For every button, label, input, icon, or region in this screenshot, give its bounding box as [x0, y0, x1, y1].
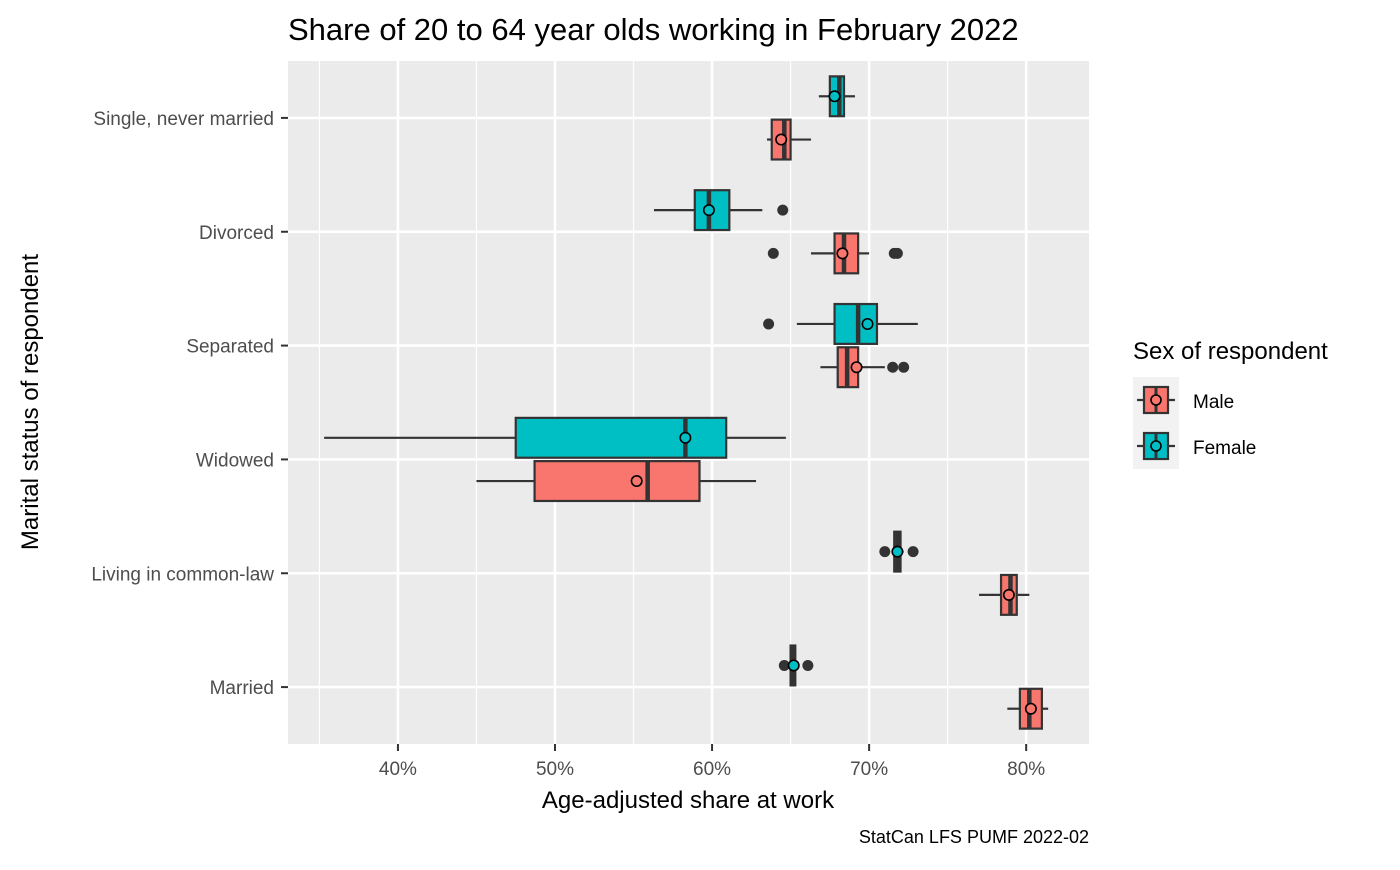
box-male-separated — [820, 346, 910, 389]
x-tick-label: 70% — [850, 759, 888, 780]
outlier-point — [891, 247, 903, 259]
mean-point — [787, 659, 800, 672]
y-axis-title: Marital status of respondent — [17, 254, 44, 550]
axis-layer: 40% 50% 60% 70% 80% Single, never married Divo… — [91, 109, 1045, 780]
box-male-widowed — [476, 460, 757, 503]
box-female-single-never-married — [818, 75, 855, 118]
outlier-point — [767, 247, 779, 259]
y-tick-label: Separated — [186, 337, 274, 358]
box-female-divorced — [653, 189, 789, 232]
outlier-point — [898, 361, 910, 373]
mean-point — [891, 545, 904, 558]
mean-point — [850, 361, 863, 374]
grid-lines — [288, 61, 1089, 744]
outlier-point — [887, 361, 899, 373]
outlier-point — [879, 546, 891, 558]
legend-key-mean — [1150, 440, 1162, 452]
box-female-married — [778, 644, 814, 687]
x-tick-label: 40% — [379, 759, 417, 780]
legend-key-mean — [1150, 394, 1162, 406]
mean-point — [775, 133, 788, 146]
box-male-living-in-common-law — [979, 573, 1030, 616]
outlier-point — [778, 659, 790, 671]
outlier-point — [777, 204, 789, 216]
y-tick-label: Divorced — [199, 223, 274, 244]
y-tick-label: Married — [210, 678, 274, 699]
mean-point — [1024, 702, 1037, 715]
mean-point — [828, 90, 841, 103]
legend-key-female — [1137, 431, 1175, 461]
legend-key-male — [1137, 385, 1175, 415]
y-tick-label: Widowed — [196, 450, 274, 471]
y-tick-label: Living in common-law — [91, 564, 274, 585]
box-male-single-never-married — [767, 118, 812, 161]
legend-keys — [1137, 385, 1175, 461]
legend: Sex of respondent Male Female — [1133, 338, 1328, 469]
mean-point — [630, 475, 643, 488]
outlier-point — [907, 546, 919, 558]
box-iqr — [514, 416, 728, 459]
legend-label-male: Male — [1193, 392, 1234, 413]
outlier-point — [763, 318, 775, 330]
mean-point — [679, 431, 692, 444]
legend-label-female: Female — [1193, 438, 1256, 459]
box-female-living-in-common-law — [879, 530, 919, 573]
chart-caption: StatCan LFS PUMF 2022-02 — [859, 827, 1089, 847]
y-tick-label: Single, never married — [93, 109, 274, 130]
box-female-separated — [763, 302, 918, 345]
box-male-married — [1007, 687, 1049, 730]
box-layer — [324, 75, 1049, 730]
box-iqr — [533, 460, 701, 503]
x-tick-label: 80% — [1007, 759, 1045, 780]
x-tick-label: 60% — [693, 759, 731, 780]
chart-title: Share of 20 to 64 year olds working in F… — [288, 12, 1019, 47]
legend-title: Sex of respondent — [1133, 338, 1328, 365]
x-axis-title: Age-adjusted share at work — [542, 787, 835, 814]
x-tick-label: 50% — [536, 759, 574, 780]
mean-point — [836, 247, 849, 260]
mean-point — [702, 204, 715, 217]
box-male-divorced — [767, 232, 903, 275]
plot-panel — [288, 61, 1089, 744]
box-female-widowed — [324, 416, 786, 459]
mean-point — [861, 317, 874, 330]
mean-point — [1002, 588, 1015, 601]
outlier-point — [802, 659, 814, 671]
